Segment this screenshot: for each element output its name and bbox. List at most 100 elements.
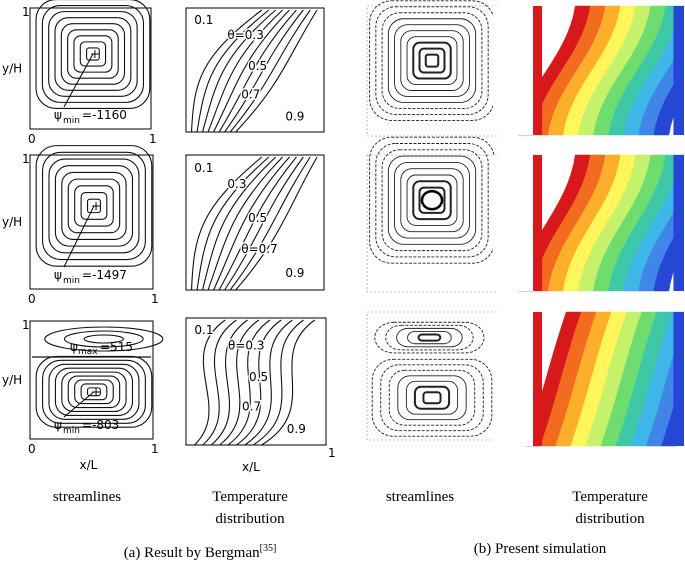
- upper-cell-contour: [44, 326, 164, 352]
- streamline-contour: [371, 358, 493, 437]
- isotherm-line: [218, 9, 297, 133]
- streamline-contour: [80, 191, 108, 220]
- panel-frame: [29, 7, 152, 130]
- caption-b: (b) Present simulation: [473, 541, 607, 557]
- temperature-tick-x-end: 1: [328, 446, 336, 460]
- isotherm-line: [213, 9, 290, 133]
- streamline-contour: [412, 41, 452, 80]
- axis-label-y: y/H: [2, 62, 22, 76]
- streamline-contour: [387, 155, 477, 245]
- streamline-contour: [380, 364, 484, 432]
- isotherm-label: 0.9: [287, 422, 306, 436]
- bergman-temperature-panel-2: 0.1 0.3 0.5 θ=0.7 0.9: [185, 154, 325, 291]
- vortex-core: [420, 189, 444, 211]
- streamline-contour: [406, 174, 458, 226]
- isotherm-line: [196, 156, 270, 291]
- caption-a-reference: [35]: [259, 543, 277, 554]
- isotherm-line: [252, 319, 304, 446]
- psi-max-value: =515: [100, 340, 133, 354]
- present-streamline-panel-2: [366, 136, 498, 293]
- isotherm-line: [207, 9, 283, 133]
- isotherm-line: [229, 156, 311, 291]
- cold-wall-band: [673, 6, 684, 135]
- streamline-contour: [407, 331, 452, 345]
- streamline-contour: [385, 324, 474, 351]
- streamline-contour: [67, 178, 121, 234]
- isotherm-label: 0.5: [249, 370, 268, 384]
- isotherm-label: 0.3: [227, 177, 246, 191]
- center-marker: +: [91, 385, 101, 399]
- streamline-contour: [397, 375, 467, 421]
- isotherm-label: 0.7: [241, 87, 260, 101]
- panel-frame: [366, 154, 498, 293]
- isotherm-label: θ=0.3: [227, 28, 263, 42]
- isotherm-line: [210, 319, 248, 446]
- tick-label-origin: 0: [28, 132, 36, 146]
- isotherm-label: 0.1: [194, 323, 213, 337]
- caption-a-text: (a) Result by Bergman: [123, 545, 260, 561]
- psi-min-subscript: min: [63, 276, 80, 286]
- column-label-streamlines-a: streamlines: [52, 489, 122, 505]
- isotherm-line: [235, 156, 318, 291]
- isotherm-label: 0.5: [248, 211, 267, 225]
- isotherm-label: 0.1: [194, 161, 213, 175]
- isotherm-label: 0.9: [285, 266, 304, 280]
- center-marker: +: [91, 199, 101, 213]
- streamline-contour: [54, 367, 134, 416]
- streamline-contour: [54, 17, 132, 91]
- streamline-contour: [61, 171, 127, 240]
- hot-wall-band: [533, 312, 543, 446]
- cold-wall-band: [673, 155, 684, 291]
- streamline-contour: [381, 12, 483, 109]
- panel-frame: [185, 317, 327, 446]
- upper-cell-contour: [63, 330, 144, 348]
- isotherm-line: [235, 9, 318, 133]
- isotherm-line: [190, 156, 263, 291]
- streamline-contour: [400, 168, 464, 233]
- psi-min-symbol: ψ: [54, 268, 62, 282]
- isotherm-line: [207, 156, 283, 291]
- tick-label-y-top: 1: [22, 318, 30, 332]
- isotherm-label: 0.9: [285, 110, 304, 124]
- hot-wall-band: [533, 155, 543, 291]
- streamline-contour: [424, 53, 440, 68]
- isotherm-label: θ=0.7: [241, 242, 277, 256]
- streamline-contour: [73, 35, 113, 73]
- present-temperature-panel-2: [493, 154, 685, 292]
- psi-min-value: =-1160: [82, 108, 127, 122]
- tick-label-origin: 0: [28, 442, 36, 456]
- isotherm-line: [227, 319, 271, 446]
- streamline-contour: [405, 380, 459, 415]
- hot-wall-band: [533, 6, 543, 135]
- temperature-axis-label-x: x/L: [242, 460, 260, 474]
- tick-label-x-end: 1: [149, 132, 157, 146]
- psi-min-subscript: min: [63, 116, 80, 126]
- present-temperature-panel-3: [493, 311, 685, 447]
- streamline-contour: [369, 136, 495, 264]
- caption-a: (a) Result by Bergman[35]: [80, 538, 320, 564]
- present-streamline-panel-3: [366, 311, 498, 441]
- axis-label-y: y/H: [2, 373, 22, 387]
- present-streamline-panel-1: [366, 0, 498, 137]
- axis-label-x: x/L: [80, 458, 98, 472]
- psi-max-subscript: max: [78, 347, 98, 357]
- streamline-contour: [35, 0, 151, 109]
- streamline-contour: [86, 47, 100, 61]
- panel-frame: [366, 5, 498, 137]
- streamline-contour: [42, 151, 146, 261]
- isotherm-line: [202, 319, 237, 446]
- streamline-contour: [400, 30, 464, 91]
- present-temperature-panel-1: [493, 5, 685, 136]
- streamline-contour: [67, 375, 121, 409]
- isotherm-line: [224, 9, 304, 133]
- left-mask: [493, 312, 533, 446]
- panel-frame: [29, 320, 154, 440]
- streamline-contour: [417, 333, 442, 342]
- tick-label-x-end: 1: [151, 292, 159, 306]
- psi-min-subscript: min: [63, 426, 80, 436]
- present-simulation-panels: [366, 0, 685, 447]
- streamline-contour: [375, 6, 489, 115]
- isotherm-line: [229, 9, 311, 133]
